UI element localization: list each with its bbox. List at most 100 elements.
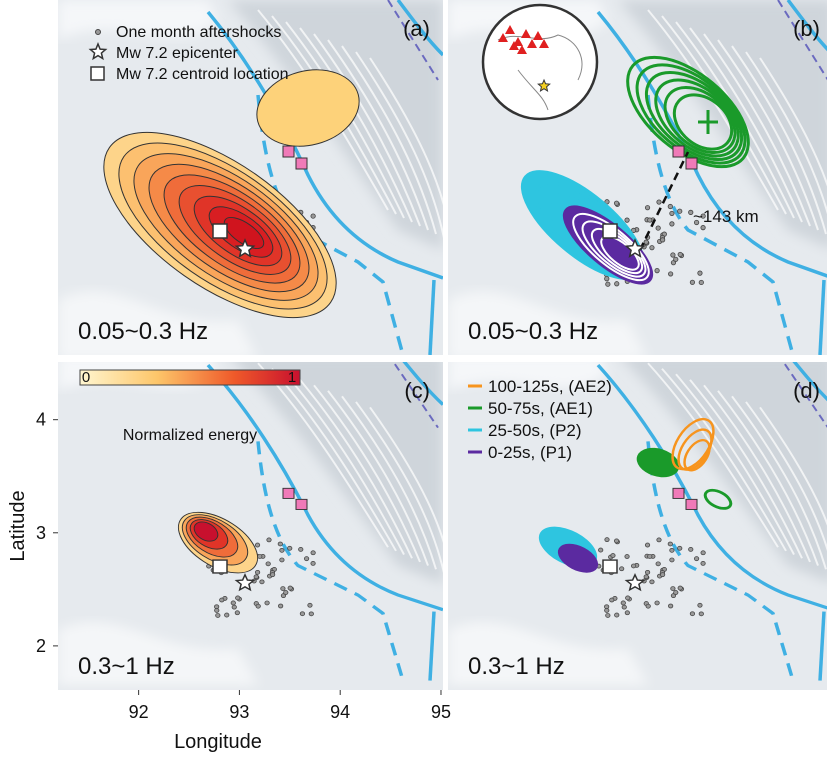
aftershock — [648, 218, 652, 222]
aftershock — [236, 596, 240, 600]
aftershock — [648, 554, 652, 558]
aftershock — [670, 211, 674, 215]
y-tick-label: 4 — [36, 410, 46, 430]
map-panel: (c) 0.3~1 Hz 0 1 Normalized energy — [58, 354, 452, 690]
aftershock — [299, 547, 303, 551]
aftershock — [674, 591, 678, 595]
pink-square — [673, 488, 684, 498]
panel-tag: (d) — [793, 378, 820, 403]
aftershock — [605, 538, 609, 542]
aftershock — [265, 601, 269, 605]
aftershock — [300, 612, 304, 616]
aftershock — [288, 586, 292, 590]
x-axis-title: Longitude — [174, 731, 262, 753]
aftershock — [610, 598, 614, 602]
aftershock — [660, 238, 664, 242]
legend-label: Mw 7.2 epicenter — [116, 45, 239, 62]
aftershock — [266, 562, 270, 566]
centroid — [603, 224, 617, 238]
aftershock — [671, 587, 675, 591]
aftershock — [645, 570, 649, 574]
aftershock — [701, 561, 705, 565]
aftershock — [235, 611, 239, 615]
centroid — [603, 560, 617, 573]
aftershock — [625, 554, 629, 558]
aftershock — [656, 562, 660, 566]
y-axis-title: Latitude — [7, 490, 29, 561]
aftershock — [225, 613, 229, 617]
aftershock — [698, 603, 702, 607]
aftershock — [614, 201, 618, 205]
map-content — [448, 0, 827, 360]
colorbar-tick-label: 1 — [288, 369, 296, 386]
aftershock — [668, 542, 672, 546]
legend-symbol — [91, 67, 104, 80]
aftershock — [280, 548, 284, 552]
aftershock — [655, 268, 659, 272]
aftershock — [278, 604, 282, 608]
aftershock — [668, 204, 672, 208]
aftershock — [678, 252, 682, 256]
legend-label: 50-75s, (AE1) — [488, 399, 593, 418]
aftershock — [626, 596, 630, 600]
colorbar-tick-label: 0 — [82, 369, 90, 386]
aftershock — [622, 605, 626, 609]
aftershock — [232, 605, 236, 609]
pink-square — [686, 499, 697, 509]
aftershock — [656, 226, 660, 230]
aftershock — [645, 543, 649, 547]
aftershock — [260, 580, 264, 584]
aftershock — [615, 613, 619, 617]
aftershock — [678, 586, 682, 590]
x-tick-label: 92 — [129, 702, 149, 722]
aftershock — [660, 573, 664, 577]
y-tick-label: 2 — [36, 636, 46, 656]
aftershock — [625, 611, 629, 615]
aftershock — [678, 546, 682, 550]
frequency-band: 0.3~1 Hz — [78, 653, 175, 680]
panel-tag: (a) — [403, 16, 430, 41]
map-panel: (b)0.05~0.3 Hz~143 km — [448, 0, 827, 360]
aftershock — [598, 548, 602, 552]
aftershock — [698, 271, 702, 275]
aftershock — [270, 573, 274, 577]
aftershock — [278, 542, 282, 546]
legend-label: 0-25s, (P1) — [488, 443, 572, 462]
panel-tag: (c) — [404, 378, 430, 403]
aftershock — [615, 282, 619, 286]
aftershock — [701, 225, 705, 229]
aftershock — [670, 222, 674, 226]
aftershock — [678, 209, 682, 213]
x-tick-label: 95 — [431, 702, 451, 722]
map-panel: (d)0.3~1 Hz100-125s, (AE2)50-75s, (AE1)2… — [448, 354, 827, 690]
figure: Longitude Latitude (a)0.05~0.3 HzOne mon… — [0, 0, 827, 758]
aftershock — [255, 570, 259, 574]
aftershock — [690, 612, 694, 616]
pink-square — [283, 146, 294, 157]
aftershock — [280, 558, 284, 562]
legend-label: One month aftershocks — [116, 24, 281, 41]
colorbar-label: Normalized energy — [123, 427, 257, 444]
aftershock — [611, 553, 615, 557]
colorbar — [80, 370, 300, 385]
aftershock — [216, 613, 220, 617]
aftershock — [231, 601, 235, 605]
aftershock — [281, 587, 285, 591]
aftershock — [606, 282, 610, 286]
aftershock — [621, 601, 625, 605]
aftershock — [619, 567, 623, 571]
aftershock — [605, 277, 609, 281]
pink-square — [296, 158, 307, 169]
aftershock — [674, 257, 678, 261]
centroid — [213, 560, 227, 573]
aftershock — [288, 546, 292, 550]
legend-label: Mw 7.2 centroid location — [116, 66, 289, 83]
aftershock — [309, 612, 313, 616]
aftershock — [614, 539, 618, 543]
aftershock — [625, 218, 629, 222]
y-tick-label: 3 — [36, 523, 46, 543]
aftershock — [267, 538, 271, 542]
aftershock — [699, 612, 703, 616]
aftershock — [284, 591, 288, 595]
x-tick-label: 93 — [229, 702, 249, 722]
